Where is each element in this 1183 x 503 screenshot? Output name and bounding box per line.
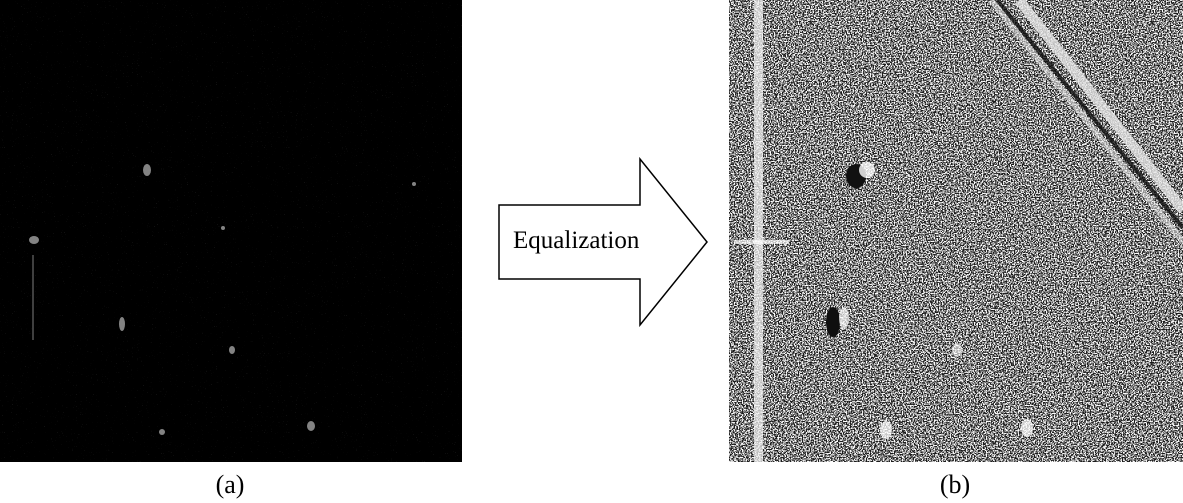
caption-b: (b)	[939, 470, 971, 499]
arrow-label: Equalization	[513, 227, 640, 254]
caption-a: (a)	[215, 470, 245, 499]
equalization-arrow	[497, 156, 711, 328]
right-arrow-icon	[498, 156, 708, 328]
panel-b-equalized-image	[729, 0, 1183, 462]
equalized-image-graphic	[729, 0, 1183, 462]
dark-image-graphic	[0, 0, 462, 462]
panel-a-original-image	[0, 0, 462, 462]
